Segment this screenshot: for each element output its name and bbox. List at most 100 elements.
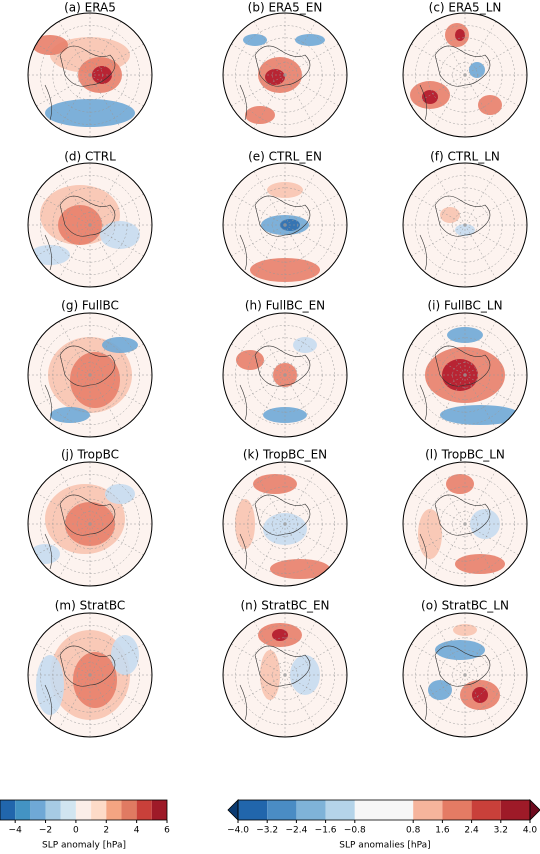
map-border bbox=[222, 312, 348, 438]
map-border bbox=[222, 162, 348, 288]
map-border bbox=[402, 461, 528, 587]
map bbox=[223, 313, 347, 437]
colorbar-tick-label: −4.0 bbox=[227, 826, 249, 836]
panel-title: (m) StratBC bbox=[55, 599, 126, 613]
colorbar-segment bbox=[45, 800, 61, 820]
colorbar-segment bbox=[60, 800, 76, 820]
anomaly bbox=[295, 34, 325, 46]
map-border bbox=[402, 312, 528, 438]
anomaly bbox=[30, 544, 60, 564]
panel-title: (l) TropBC_LN bbox=[425, 448, 505, 462]
colorbar-segment bbox=[136, 800, 152, 820]
map-border bbox=[27, 162, 153, 288]
map-border bbox=[222, 12, 348, 138]
colorbar-label: SLP anomaly [hPa] bbox=[42, 841, 126, 851]
colorbar-segment bbox=[296, 800, 326, 820]
map-border bbox=[27, 612, 153, 738]
anomaly bbox=[70, 352, 120, 408]
anomaly bbox=[455, 29, 465, 41]
colorbar-segment bbox=[354, 800, 414, 820]
colorbar-tick-label: 2 bbox=[103, 826, 109, 836]
anomaly bbox=[422, 90, 438, 104]
anomaly bbox=[455, 554, 505, 574]
map bbox=[28, 13, 152, 137]
colorbar-segment bbox=[0, 800, 16, 820]
colorbar-tick-label: 0.8 bbox=[406, 826, 421, 836]
anomaly bbox=[105, 484, 135, 504]
panel-title: (i) FullBC_LN bbox=[427, 299, 502, 313]
anomaly bbox=[440, 207, 460, 223]
coastline bbox=[419, 195, 491, 271]
coastline bbox=[239, 645, 311, 721]
colorbar-tick-label: −0.8 bbox=[344, 826, 366, 836]
panel-title: (n) StratBC_EN bbox=[240, 599, 329, 613]
colorbar-tick-label: −2.4 bbox=[285, 826, 307, 836]
anomaly bbox=[478, 95, 502, 115]
anomaly bbox=[446, 474, 474, 494]
colorbar-tick-label: 3.2 bbox=[494, 826, 508, 836]
colorbar-segment bbox=[500, 800, 530, 820]
panel-title: (b) ERA5_EN bbox=[248, 1, 323, 15]
colorbar-tick-label: 4.0 bbox=[523, 826, 538, 836]
map bbox=[28, 313, 152, 437]
anomaly bbox=[418, 509, 442, 559]
panel-title: (k) TropBC_EN bbox=[243, 448, 327, 462]
colorbar-segment bbox=[75, 800, 92, 820]
colorbar-tick-label: −2 bbox=[39, 826, 52, 836]
map bbox=[403, 462, 527, 586]
panel-title: (f) CTRL_LN bbox=[430, 150, 500, 164]
coastline bbox=[44, 345, 116, 421]
coastline bbox=[239, 195, 311, 271]
colorbar-segment bbox=[151, 800, 167, 820]
coastline bbox=[419, 345, 491, 421]
colorbar-tick-label: −4 bbox=[9, 826, 23, 836]
colorbar-segment bbox=[471, 800, 501, 820]
anomaly bbox=[243, 34, 267, 46]
colorbar-segment bbox=[106, 800, 122, 820]
colorbar-tick-label: 4 bbox=[134, 826, 140, 836]
colorbar-tick-label: 1.6 bbox=[435, 826, 450, 836]
coastline bbox=[44, 45, 116, 121]
map-border bbox=[27, 312, 153, 438]
coastline bbox=[239, 345, 311, 421]
colorbar-frame bbox=[0, 799, 168, 821]
map-border bbox=[402, 612, 528, 738]
map bbox=[223, 613, 347, 737]
map bbox=[28, 163, 152, 287]
colorbar-tick-label: −1.6 bbox=[315, 826, 337, 836]
map bbox=[403, 163, 527, 287]
panel-title: (j) TropBC bbox=[61, 448, 119, 462]
coastline bbox=[44, 645, 116, 721]
colorbar-extend bbox=[529, 799, 540, 821]
colorbar-segment bbox=[91, 800, 107, 820]
colorbar-segment bbox=[121, 800, 137, 820]
coastline bbox=[239, 45, 311, 121]
coastline bbox=[44, 494, 116, 570]
panel-title: (e) CTRL_EN bbox=[248, 150, 322, 164]
map bbox=[223, 163, 347, 287]
colorbar-segment bbox=[267, 800, 297, 820]
anomaly bbox=[30, 245, 70, 265]
coastline bbox=[239, 494, 311, 570]
anomaly bbox=[428, 680, 452, 700]
map bbox=[223, 13, 347, 137]
colorbar-frame bbox=[237, 799, 531, 821]
anomaly bbox=[50, 407, 90, 423]
anomaly bbox=[102, 337, 138, 353]
map bbox=[223, 462, 347, 586]
map bbox=[403, 13, 527, 137]
map bbox=[403, 613, 527, 737]
colorbar-segment bbox=[30, 800, 46, 820]
anomaly bbox=[260, 650, 280, 700]
anomaly bbox=[32, 35, 68, 55]
anomaly bbox=[267, 182, 303, 198]
anomaly bbox=[265, 69, 285, 85]
map-border bbox=[402, 12, 528, 138]
colorbar-label: SLP anomalies [hPa] bbox=[339, 841, 430, 851]
coastline bbox=[419, 645, 491, 721]
colorbar-segment bbox=[15, 800, 31, 820]
coastline bbox=[44, 195, 116, 271]
coastline bbox=[419, 45, 491, 121]
colorbar-segment bbox=[442, 800, 472, 820]
